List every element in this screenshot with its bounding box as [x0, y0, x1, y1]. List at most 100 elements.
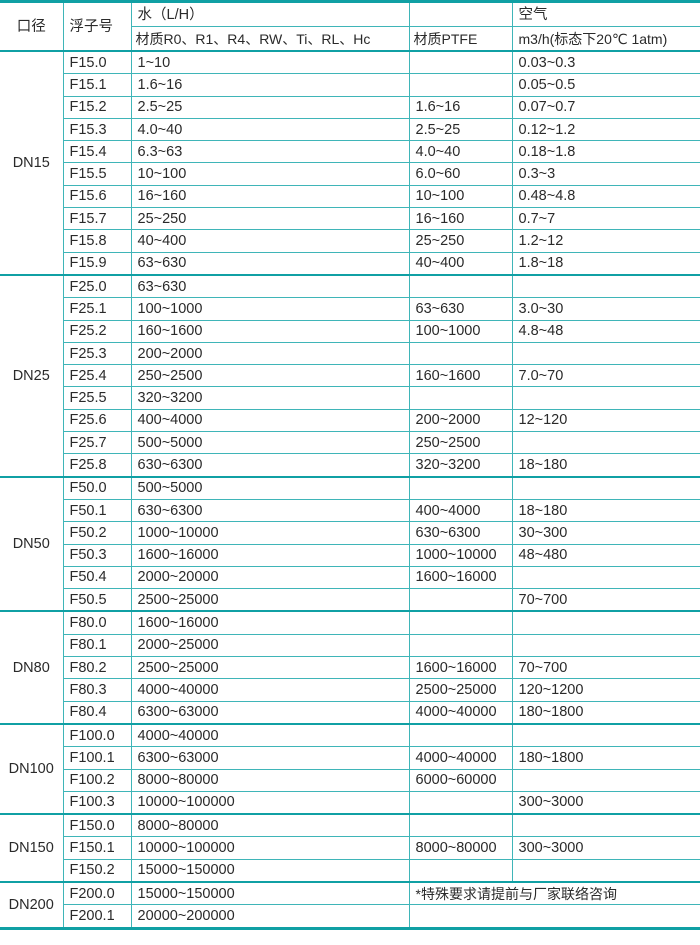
ptfe-range: [408, 73, 513, 97]
float-id: F25.0: [62, 273, 132, 299]
table-row: F100.3 10000~100000 300~3000: [0, 790, 700, 815]
ptfe-range: 6.0~60: [408, 162, 513, 186]
ptfe-range: [408, 386, 513, 410]
ptfe-range: 1600~16000: [408, 565, 513, 590]
header-water: 水（L/H）: [130, 1, 410, 27]
air-range: [511, 431, 700, 455]
table-row: F15.9 63~630 40~400 1.8~18: [0, 251, 700, 276]
float-id: F25.4: [63, 364, 132, 388]
float-id: F100.3: [63, 790, 132, 815]
float-id: F15.6: [63, 184, 132, 209]
table-row: F15.6 16~160 10~100 0.48~4.8: [0, 184, 700, 209]
air-range: 120~1200: [511, 678, 700, 702]
water-range: 6.3~63: [130, 140, 410, 164]
size-cell: DN50: [0, 475, 64, 613]
air-range: 70~700: [511, 656, 700, 680]
air-range: 0.48~4.8: [511, 184, 700, 209]
air-range: [511, 386, 700, 410]
water-range: 160~1600: [130, 319, 410, 343]
float-id: F15.1: [63, 73, 132, 97]
float-id: F15.7: [63, 207, 132, 231]
air-range: 0.07~0.7: [511, 95, 700, 119]
float-id: F50.1: [63, 498, 132, 523]
table-row: F25.4 250~2500 160~1600 7.0~70: [0, 364, 700, 388]
size-cell: DN25: [0, 273, 64, 478]
header-ptfe-material: 材质PTFE: [408, 26, 513, 52]
water-range: 2000~25000: [130, 633, 410, 658]
ptfe-range: 1.6~16: [408, 95, 513, 119]
ptfe-range: 10~100: [408, 184, 513, 209]
table-row: F15.8 40~400 25~250 1.2~12: [0, 229, 700, 253]
ptfe-range: 63~630: [408, 297, 513, 321]
table-row: F25.6 400~4000 200~2000 12~120: [0, 408, 700, 433]
float-id: F15.8: [63, 229, 132, 253]
ptfe-range: 200~2000: [408, 408, 513, 433]
table-row: F50.4 2000~20000 1600~16000: [0, 565, 700, 590]
ptfe-range: [408, 273, 513, 299]
table-row: DN150 F150.0 8000~80000: [0, 813, 700, 883]
air-range: 300~3000: [511, 836, 700, 860]
air-range: [511, 768, 700, 792]
float-id: F200.0: [62, 880, 132, 906]
ptfe-range: 630~6300: [408, 521, 513, 545]
ptfe-range: 6000~60000: [408, 768, 513, 792]
float-id: F25.7: [63, 431, 132, 455]
water-range: 320~3200: [130, 386, 410, 410]
table-row: F15.4 6.3~63 4.0~40 0.18~1.8: [0, 140, 700, 164]
water-range: 63~630: [130, 251, 410, 276]
table-row: F25.1 100~1000 63~630 3.0~30: [0, 297, 700, 321]
float-id: F150.2: [63, 858, 132, 883]
air-range: 0.03~0.3: [511, 50, 700, 75]
ptfe-range: [408, 475, 513, 500]
header-water-material: 材质R0、R1、R4、RW、Ti、RL、Hc: [131, 26, 410, 52]
ptfe-range: 160~1600: [408, 364, 513, 388]
size-cell: DN15: [0, 50, 64, 276]
float-id: F15.5: [63, 162, 132, 186]
ptfe-range: [408, 858, 513, 883]
water-range: 630~6300: [130, 498, 410, 523]
float-id: F80.2: [63, 656, 132, 680]
water-range: 1000~10000: [130, 521, 410, 545]
water-range: 16~160: [130, 184, 410, 209]
water-range: 1~10: [130, 50, 410, 75]
float-id: F15.0: [62, 50, 132, 75]
ptfe-range: [408, 588, 513, 612]
water-range: 2500~25000: [130, 656, 410, 680]
air-range: 300~3000: [511, 790, 700, 815]
float-id: F15.9: [63, 251, 132, 276]
table-row: F25.3 200~2000: [0, 341, 700, 366]
air-range: [511, 722, 700, 748]
float-id: F200.1: [63, 904, 132, 929]
table-row: F25.5 320~3200: [0, 386, 700, 410]
table-row: DN25 F25.0 63~630: [0, 273, 700, 478]
float-id: F50.4: [63, 565, 132, 590]
table-row: F100.2 8000~80000 6000~60000: [0, 768, 700, 792]
table-row: F150.2 15000~150000: [0, 858, 700, 883]
air-range: 1.8~18: [511, 251, 700, 276]
water-range: 2.5~25: [130, 95, 410, 119]
ptfe-range: 4000~40000: [408, 700, 513, 725]
water-range: 500~5000: [130, 475, 410, 500]
water-range: 63~630: [130, 273, 410, 299]
ptfe-range: 400~4000: [408, 498, 513, 523]
float-id: F100.2: [63, 768, 132, 792]
float-id: F15.3: [63, 117, 132, 142]
air-range: [511, 858, 700, 883]
air-range: 18~180: [511, 498, 700, 523]
float-id: F25.2: [63, 319, 132, 343]
air-range: 180~1800: [511, 746, 700, 770]
header-size: 口径: [0, 1, 64, 52]
water-range: 200~2000: [130, 341, 410, 366]
table-row: F50.2 1000~10000 630~6300 30~300: [0, 521, 700, 545]
water-range: 6300~63000: [130, 700, 410, 725]
table-row: F150.1 10000~100000 8000~80000 300~3000: [0, 836, 700, 860]
ptfe-range: 4.0~40: [408, 140, 513, 164]
water-range: 2500~25000: [130, 588, 410, 612]
ptfe-range: [408, 341, 513, 366]
water-range: 4000~40000: [130, 722, 410, 748]
float-id: F50.0: [62, 475, 132, 500]
air-range: [511, 273, 700, 299]
water-range: 10000~100000: [130, 836, 410, 860]
ptfe-range: 2.5~25: [408, 117, 513, 142]
table-row: F100.1 6300~63000 4000~40000 180~1800: [0, 746, 700, 770]
